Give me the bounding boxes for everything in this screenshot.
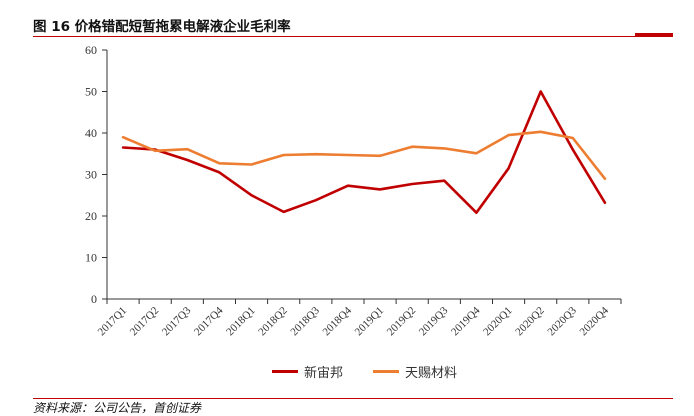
x-tick-label: 2020Q2 xyxy=(513,305,547,339)
source-note: 资料来源：公司公告，首创证券 xyxy=(33,399,201,416)
y-tick-label: 50 xyxy=(85,85,97,99)
x-tick-label: 2018Q4 xyxy=(321,304,355,338)
y-tick-label: 10 xyxy=(85,251,97,265)
x-tick-label: 2019Q4 xyxy=(449,304,483,338)
x-tick-label: 2020Q4 xyxy=(578,304,612,338)
y-tick-label: 0 xyxy=(91,292,97,306)
y-tick-label: 30 xyxy=(85,168,97,182)
x-tick-label: 2019Q1 xyxy=(353,305,387,339)
legend-swatch-series-2 xyxy=(373,370,399,373)
x-tick-label: 2018Q3 xyxy=(288,304,322,338)
chart-axes xyxy=(107,50,621,299)
x-tick-label: 2018Q2 xyxy=(256,305,290,339)
y-tick-label: 40 xyxy=(85,126,97,140)
x-tick-label: 2017Q2 xyxy=(128,305,162,339)
x-tick-label: 2019Q2 xyxy=(385,305,419,339)
x-axis-ticks: 2017Q12017Q22017Q32017Q42018Q12018Q22018… xyxy=(96,299,621,338)
x-tick-label: 2017Q4 xyxy=(192,304,226,338)
legend-label-series-1: 新宙邦 xyxy=(304,362,343,381)
chart-legend: 新宙邦 天赐材料 xyxy=(272,362,457,381)
chart-series xyxy=(123,91,605,212)
legend-item-series-1[interactable]: 新宙邦 xyxy=(272,362,343,381)
x-tick-label: 2018Q1 xyxy=(224,305,258,339)
x-tick-label: 2017Q1 xyxy=(96,305,130,339)
series-line-2 xyxy=(123,132,605,179)
legend-item-series-2[interactable]: 天赐材料 xyxy=(373,362,457,381)
x-tick-label: 2020Q3 xyxy=(545,304,579,338)
y-tick-label: 60 xyxy=(85,43,97,57)
legend-swatch-series-1 xyxy=(272,370,298,373)
legend-label-series-2: 天赐材料 xyxy=(405,362,457,381)
x-tick-label: 2017Q3 xyxy=(160,304,194,338)
x-tick-label: 2020Q1 xyxy=(481,305,515,339)
x-tick-label: 2019Q3 xyxy=(417,304,451,338)
y-tick-label: 20 xyxy=(85,209,97,223)
y-axis-ticks: 0 10 20 30 40 50 60 xyxy=(85,43,107,306)
